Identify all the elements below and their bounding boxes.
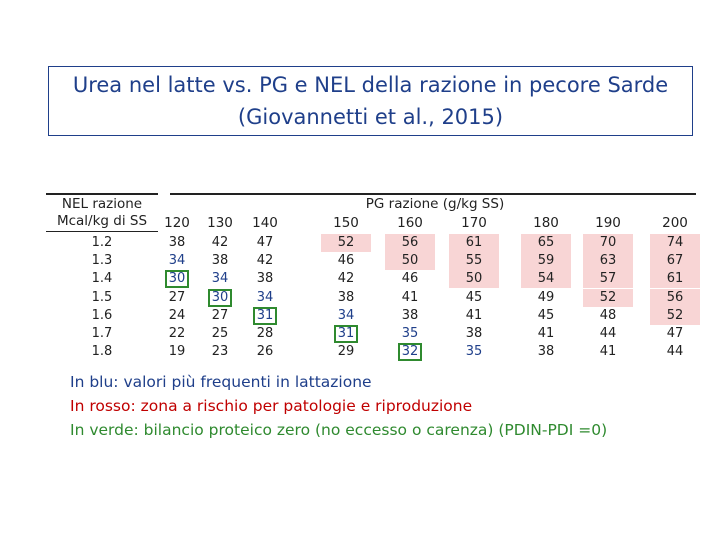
col-header-150: 150 [333,215,359,231]
table-cell: 34 [337,307,355,323]
header-rule-right [170,193,696,195]
row-header-nel: NEL razione Mcal/kg di SS [46,196,158,230]
slide-title: Urea nel latte vs. PG e NEL della razion… [72,73,669,129]
table-cell: 30 [165,270,189,289]
table-cell: 46 [401,271,419,287]
nel-value: 1.4 [91,271,113,287]
col-header-190: 190 [595,215,621,231]
table-cell: 59 [521,252,571,271]
table-cell: 45 [465,289,483,305]
table-cell: 56 [650,288,700,307]
table-cell: 63 [583,252,633,271]
table-cell: 42 [337,271,355,287]
nel-value: 1.5 [91,289,113,305]
col-header-160: 160 [397,215,423,231]
table-cell: 27 [211,307,229,323]
table-cell: 41 [599,344,617,360]
table-cell: 35 [401,326,419,341]
table-cell: 52 [650,306,700,325]
row-header-line1: NEL razione [61,196,143,212]
table-cell: 61 [650,270,700,289]
table-cell: 65 [521,234,571,252]
table-cell: 47 [256,235,274,250]
table-cell: 50 [385,252,435,271]
table-cell: 19 [168,344,186,360]
table-cell: 25 [211,326,229,341]
table-cell: 38 [256,271,274,287]
table-cell: 34 [211,271,229,287]
table-cell: 74 [650,234,700,252]
table-cell: 31 [253,306,277,325]
table-cell: 70 [583,234,633,252]
table-cell: 38 [337,289,355,305]
table-cell: 26 [256,344,274,360]
row-header-underline [46,231,158,232]
table-cell: 54 [521,270,571,289]
table-cell: 38 [537,344,555,360]
table-cell: 38 [465,326,483,341]
table-cell: 34 [168,253,186,269]
table-cell: 44 [599,326,617,341]
table-cell: 67 [650,252,700,271]
legend-blue: In blu: valori più frequenti in lattazio… [70,373,372,391]
table-cell: 23 [211,344,229,360]
table-cell: 42 [256,253,274,269]
group-header-pg: PG razione (g/kg SS) [365,196,505,212]
table-cell: 45 [537,307,555,323]
table-cell: 47 [666,326,684,341]
table-cell: 46 [337,253,355,269]
table-cell: 61 [449,234,499,252]
table-cell: 41 [537,326,555,341]
col-header-200: 200 [662,215,688,231]
table-cell: 29 [337,344,355,360]
table-cell: 38 [168,235,186,250]
row-header-line2: Mcal/kg di SS [56,213,148,229]
table-cell: 28 [256,326,274,341]
table-cell: 34 [256,289,274,305]
table-cell: 52 [321,234,371,252]
table-cell: 31 [334,325,358,343]
table-cell: 50 [449,270,499,289]
col-header-120: 120 [164,215,190,231]
table-cell: 24 [168,307,186,323]
nel-value: 1.8 [91,344,113,360]
table-cell: 52 [583,288,633,307]
col-header-180: 180 [533,215,559,231]
table-cell: 44 [666,344,684,360]
legend-red: In rosso: zona a rischio per patologie e… [70,397,473,415]
nel-value: 1.3 [91,253,113,269]
title-box: Urea nel latte vs. PG e NEL della razion… [48,66,693,136]
table-cell: 38 [401,307,419,323]
nel-value: 1.7 [91,326,113,341]
table-cell: 41 [401,289,419,305]
table-cell: 22 [168,326,186,341]
legend-green: In verde: bilancio proteico zero (no ecc… [70,421,608,439]
col-header-130: 130 [207,215,233,231]
table-cell: 57 [583,270,633,289]
table-cell: 42 [211,235,229,250]
table-cell: 48 [599,307,617,323]
table-cell: 41 [465,307,483,323]
table-cell: 27 [168,289,186,305]
col-header-140: 140 [252,215,278,231]
table-cell: 32 [398,343,422,362]
header-rule-left [46,193,158,195]
col-header-170: 170 [461,215,487,231]
nel-value: 1.2 [91,235,113,250]
nel-value: 1.6 [91,307,113,323]
table-cell: 56 [385,234,435,252]
table-cell: 35 [465,344,483,360]
table-cell: 49 [537,289,555,305]
table-cell: 55 [449,252,499,271]
table-cell: 30 [208,288,232,307]
table-cell: 38 [211,253,229,269]
